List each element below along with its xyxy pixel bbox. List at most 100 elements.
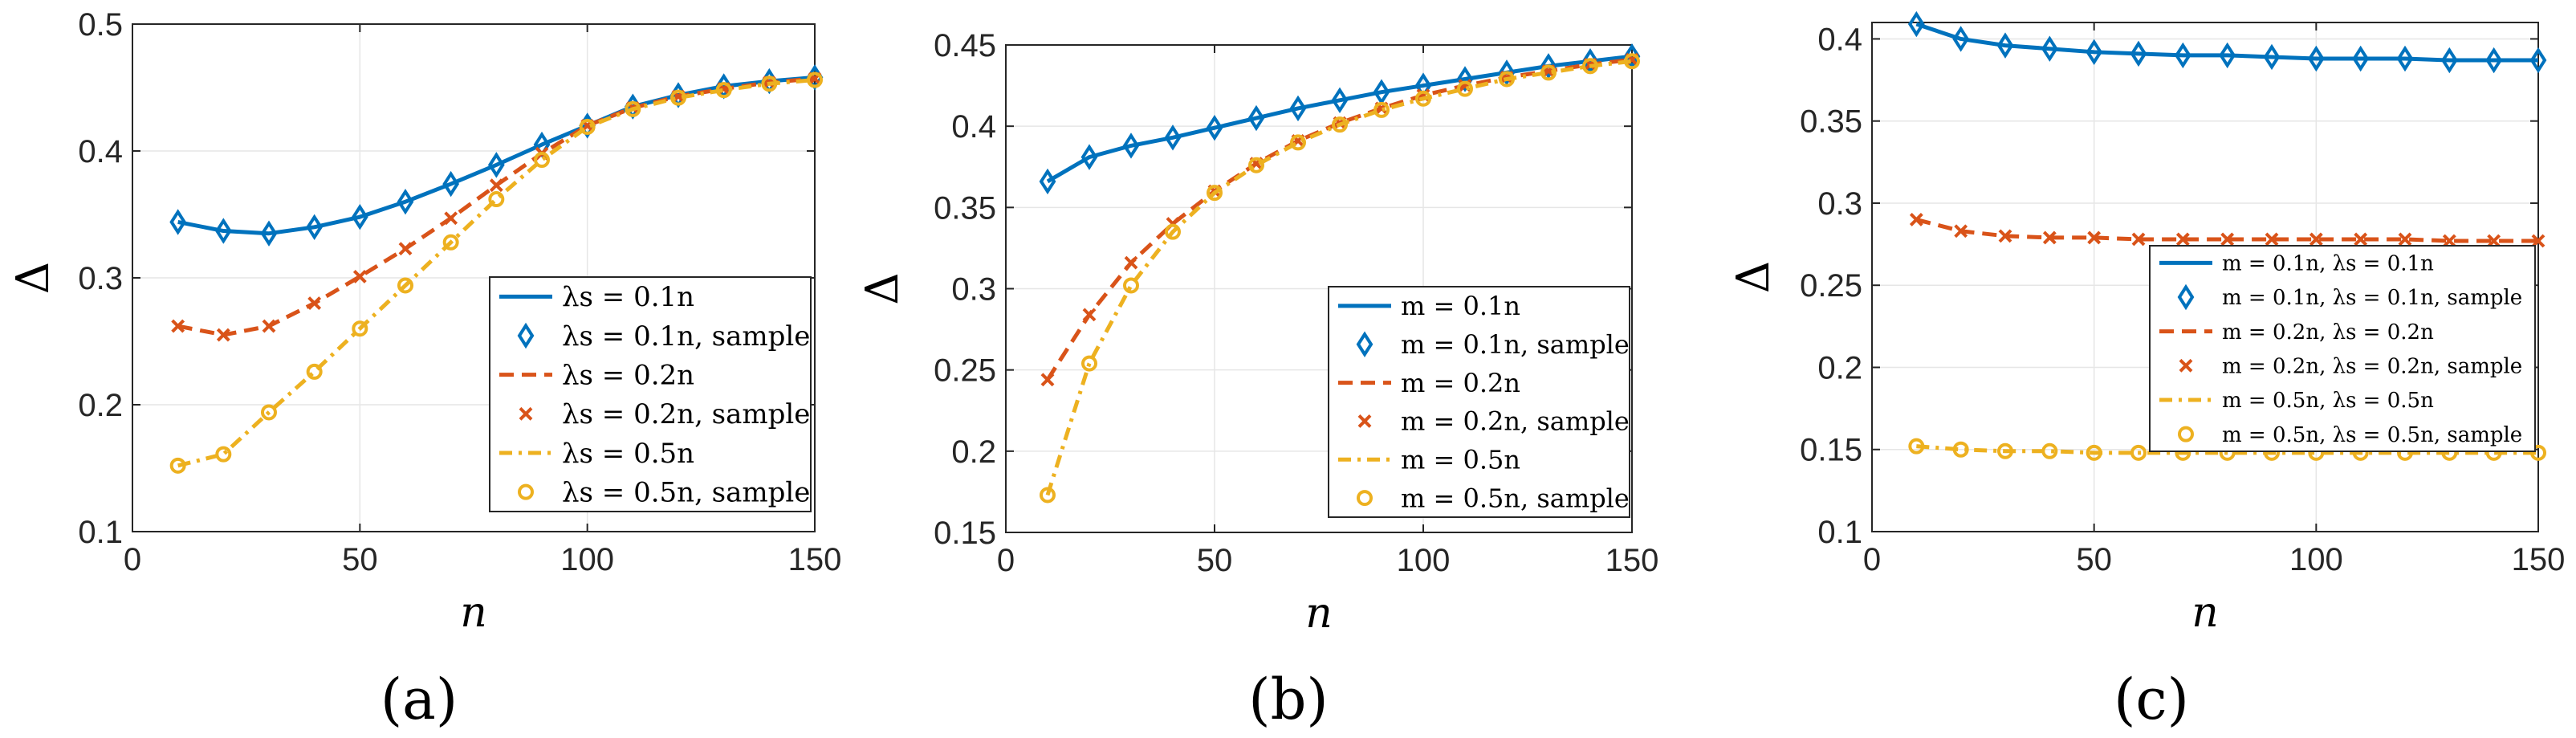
legend-entry-label: m = 0.1n, λs = 0.1n bbox=[2222, 251, 2434, 275]
legend-marker-sample bbox=[518, 483, 534, 500]
data-point bbox=[2354, 232, 2368, 247]
legend-marker-sample bbox=[1356, 331, 1373, 357]
data-point bbox=[261, 404, 277, 421]
y-axis-label: Δ bbox=[857, 272, 909, 304]
data-point bbox=[442, 234, 459, 251]
data-point bbox=[260, 220, 278, 247]
data-point bbox=[2487, 234, 2501, 248]
data-point bbox=[444, 211, 458, 226]
legend-box bbox=[2149, 245, 2536, 452]
y-tick-label: 0.2 bbox=[951, 434, 996, 470]
data-point bbox=[2307, 45, 2325, 72]
legend-entry-label: m = 0.5n, λs = 0.5n bbox=[2222, 389, 2434, 413]
data-point bbox=[2398, 232, 2412, 247]
data-point bbox=[1909, 213, 1923, 226]
y-tick-label: 0.2 bbox=[78, 388, 123, 423]
data-point bbox=[715, 82, 732, 99]
y-tick-label: 0.1 bbox=[78, 515, 123, 550]
series-line bbox=[177, 75, 816, 236]
data-point bbox=[488, 191, 505, 208]
data-point bbox=[1165, 223, 1181, 240]
data-point bbox=[171, 319, 185, 333]
data-point bbox=[1039, 168, 1056, 195]
legend-entry-label: m = 0.5n bbox=[1401, 444, 1520, 475]
data-point bbox=[1415, 90, 1431, 107]
legend-marker-sample bbox=[2178, 426, 2194, 442]
data-point bbox=[2086, 39, 2103, 66]
data-point bbox=[2086, 444, 2102, 461]
y-axis-label: Δ bbox=[7, 262, 59, 294]
data-point bbox=[2265, 232, 2279, 247]
data-point bbox=[1997, 442, 2013, 459]
x-tick-label: 100 bbox=[560, 542, 614, 577]
data-point bbox=[2041, 442, 2058, 459]
data-point bbox=[1290, 134, 1306, 151]
legend: λs = 0.1n λs = 0.1n, sample λs = 0.2n λs = … bbox=[489, 276, 812, 512]
data-point bbox=[398, 242, 413, 256]
data-point bbox=[262, 319, 276, 333]
data-point bbox=[214, 218, 232, 244]
series-1 bbox=[1907, 10, 2547, 74]
data-point bbox=[670, 89, 686, 106]
x-tick-label: 100 bbox=[2289, 542, 2343, 577]
data-point bbox=[1540, 64, 1557, 81]
series-line bbox=[1046, 54, 1633, 184]
data-point bbox=[2529, 47, 2547, 74]
x-tick-label: 50 bbox=[1197, 543, 1233, 578]
data-point bbox=[351, 203, 368, 230]
y-tick-label: 0.15 bbox=[1800, 433, 1862, 468]
series-line bbox=[1915, 22, 2538, 63]
x-tick-label: 150 bbox=[2512, 542, 2566, 577]
data-point bbox=[216, 328, 230, 342]
legend-marker-sample bbox=[1357, 414, 1372, 428]
legend-entry-label: λs = 0.5n, sample bbox=[562, 477, 810, 509]
chart-panel-3: 0 50 100 150 0.1 0.15 0.2 0.25 0.3 0.35 0.4 n Δ (c) m … bbox=[1728, 10, 2566, 732]
legend-entry-label: λs = 0.5n bbox=[562, 438, 694, 470]
legend-entry-label: m = 0.2n, sample bbox=[1401, 406, 1630, 437]
y-tick-label: 0.25 bbox=[934, 353, 996, 389]
x-axis-label: n bbox=[460, 589, 487, 637]
data-point bbox=[1908, 438, 1925, 455]
legend-box bbox=[489, 276, 812, 512]
legend-entry-label: m = 0.1n bbox=[1401, 291, 1520, 321]
x-tick-label: 0 bbox=[997, 543, 1015, 578]
y-tick-label: 0.25 bbox=[1800, 268, 1862, 304]
legend-entry-label: m = 0.2n, λs = 0.2n bbox=[2222, 320, 2434, 345]
legend-entry-label: m = 0.1n, sample bbox=[1401, 329, 1630, 360]
data-point bbox=[1456, 66, 1474, 92]
legend: m = 0.1n, λs = 0.1n m = 0.1n, λs = 0.1n, … bbox=[2149, 245, 2536, 452]
legend-marker-sample bbox=[517, 322, 535, 349]
chart-panel-2: 0 50 100 150 0.15 0.2 0.25 0.3 0.35 0.4 0.45 n Δ (b) m… bbox=[857, 28, 1658, 732]
data-point bbox=[1331, 87, 1349, 114]
data-point bbox=[307, 296, 322, 311]
data-point bbox=[1122, 133, 1140, 159]
data-point bbox=[1954, 224, 1968, 239]
x-tick-label: 100 bbox=[1397, 543, 1451, 578]
data-point bbox=[1082, 308, 1097, 322]
data-point bbox=[579, 118, 596, 135]
data-point bbox=[1248, 157, 1264, 173]
legend-box bbox=[1328, 286, 1630, 518]
data-point bbox=[352, 320, 368, 337]
legend-entry-label: m = 0.2n, λs = 0.2n, sample bbox=[2222, 354, 2522, 378]
data-point bbox=[397, 277, 413, 294]
data-point bbox=[2531, 234, 2545, 248]
data-point bbox=[1123, 277, 1139, 294]
data-point bbox=[1996, 32, 2014, 59]
y-tick-label: 0.35 bbox=[934, 190, 996, 226]
x-tick-label: 0 bbox=[124, 542, 141, 577]
legend-entry-label: m = 0.1n, λs = 0.1n, sample bbox=[2222, 286, 2522, 310]
data-point bbox=[1040, 487, 1056, 504]
data-point bbox=[2220, 232, 2235, 247]
data-point bbox=[2352, 45, 2370, 72]
legend-entry-label: λs = 0.2n bbox=[562, 360, 694, 392]
data-point bbox=[352, 270, 367, 283]
data-point bbox=[2042, 230, 2057, 245]
data-point bbox=[2440, 47, 2458, 74]
legend-marker-sample bbox=[1357, 490, 1373, 507]
panel-label: (c) bbox=[2114, 667, 2189, 732]
data-point bbox=[1207, 185, 1223, 202]
data-point bbox=[534, 152, 550, 169]
data-point bbox=[2263, 43, 2281, 71]
